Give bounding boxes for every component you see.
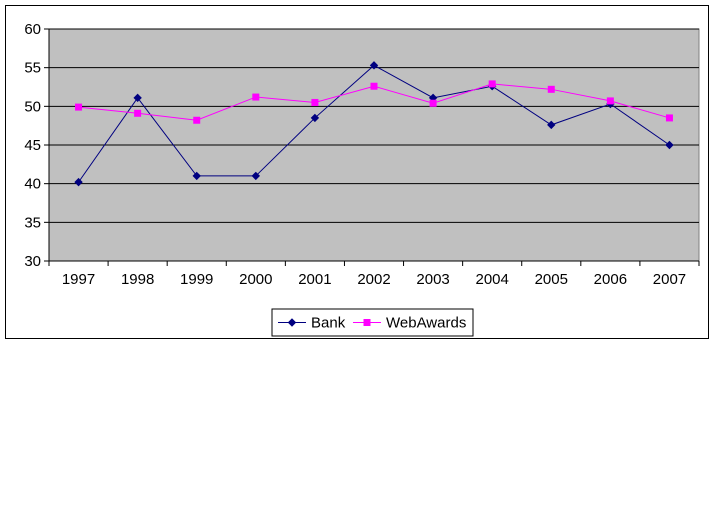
x-axis: 1997 1998 1999 2000 2001 2002 2003 2004 2005 2006… bbox=[48, 260, 700, 288]
series-webawards bbox=[75, 80, 673, 124]
data-point-webawards bbox=[311, 98, 319, 106]
data-point-bank bbox=[310, 113, 320, 123]
y-tick-label: 40 bbox=[24, 176, 41, 193]
x-tick-label: 2006 bbox=[594, 271, 627, 288]
data-point-webawards bbox=[134, 109, 142, 117]
x-tick-label: 2007 bbox=[653, 271, 686, 288]
chart-frame: 30 35 40 45 50 55 60 1997 1998 1999 2000 2001 2002 2… bbox=[5, 5, 709, 339]
y-tick-label: 45 bbox=[24, 137, 41, 154]
data-point-webawards bbox=[193, 116, 201, 124]
x-tick-label: 2000 bbox=[239, 271, 272, 288]
data-point-webawards bbox=[606, 97, 614, 105]
data-point-bank bbox=[665, 140, 674, 150]
x-tick-label: 2001 bbox=[298, 271, 331, 288]
x-tick-label: 1999 bbox=[180, 271, 213, 288]
y-tick-label: 30 bbox=[24, 253, 41, 270]
data-point-bank bbox=[74, 177, 83, 187]
data-point-webawards bbox=[665, 114, 673, 122]
legend: Bank WebAwards bbox=[271, 308, 474, 337]
y-tick-label: 60 bbox=[24, 21, 41, 38]
y-tick-label: 50 bbox=[24, 98, 41, 115]
x-tick-label: 1997 bbox=[62, 271, 95, 288]
legend-marker bbox=[287, 318, 297, 327]
x-tick-label: 2003 bbox=[416, 271, 449, 288]
data-point-webawards bbox=[75, 103, 83, 111]
legend-label: Bank bbox=[311, 315, 346, 332]
data-point-bank bbox=[251, 171, 261, 181]
data-point-webawards bbox=[488, 80, 496, 88]
data-point-bank bbox=[369, 61, 379, 70]
data-point-webawards bbox=[429, 99, 437, 107]
y-axis: 30 35 40 45 50 55 60 bbox=[24, 21, 50, 270]
y-tick-label: 35 bbox=[24, 214, 41, 231]
data-point-bank bbox=[133, 93, 142, 103]
series-layer bbox=[74, 61, 674, 187]
data-point-bank bbox=[192, 171, 201, 181]
y-tick-label: 55 bbox=[24, 60, 41, 77]
data-point-webawards bbox=[252, 93, 260, 101]
x-tick-label: 1998 bbox=[121, 271, 154, 288]
x-tick-label: 2005 bbox=[535, 271, 568, 288]
data-point-bank bbox=[547, 120, 556, 130]
data-point-webawards bbox=[547, 85, 555, 93]
legend-marker bbox=[363, 319, 371, 326]
legend-label: WebAwards bbox=[386, 315, 466, 332]
x-tick-label: 2002 bbox=[357, 271, 390, 288]
data-point-webawards bbox=[370, 82, 378, 90]
x-tick-label: 2004 bbox=[475, 271, 508, 288]
line-chart: 30 35 40 45 50 55 60 1997 1998 1999 2000 2001 2002 2… bbox=[24, 21, 700, 337]
